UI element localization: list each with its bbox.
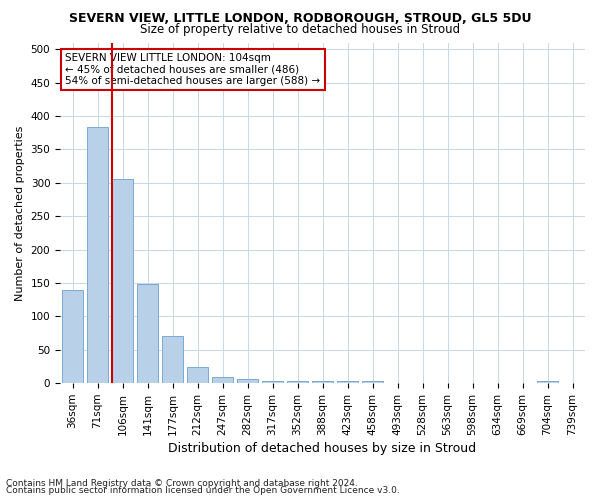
Bar	[137, 284, 158, 383]
Bar	[337, 381, 358, 383]
Bar	[162, 336, 183, 383]
Bar	[287, 380, 308, 383]
Text: SEVERN VIEW LITTLE LONDON: 104sqm
← 45% of detached houses are smaller (486)
54%: SEVERN VIEW LITTLE LONDON: 104sqm ← 45% …	[65, 52, 320, 86]
Bar	[237, 379, 258, 383]
Y-axis label: Number of detached properties: Number of detached properties	[15, 125, 25, 300]
Bar	[62, 290, 83, 383]
Bar	[87, 128, 108, 383]
Bar	[112, 180, 133, 383]
Bar	[187, 367, 208, 383]
Bar	[537, 380, 558, 383]
Bar	[212, 376, 233, 383]
Text: Size of property relative to detached houses in Stroud: Size of property relative to detached ho…	[140, 22, 460, 36]
Bar	[312, 381, 333, 383]
Text: SEVERN VIEW, LITTLE LONDON, RODBOROUGH, STROUD, GL5 5DU: SEVERN VIEW, LITTLE LONDON, RODBOROUGH, …	[69, 12, 531, 26]
Bar	[262, 380, 283, 383]
X-axis label: Distribution of detached houses by size in Stroud: Distribution of detached houses by size …	[169, 442, 476, 455]
Text: Contains public sector information licensed under the Open Government Licence v3: Contains public sector information licen…	[6, 486, 400, 495]
Text: Contains HM Land Registry data © Crown copyright and database right 2024.: Contains HM Land Registry data © Crown c…	[6, 478, 358, 488]
Bar	[362, 381, 383, 383]
